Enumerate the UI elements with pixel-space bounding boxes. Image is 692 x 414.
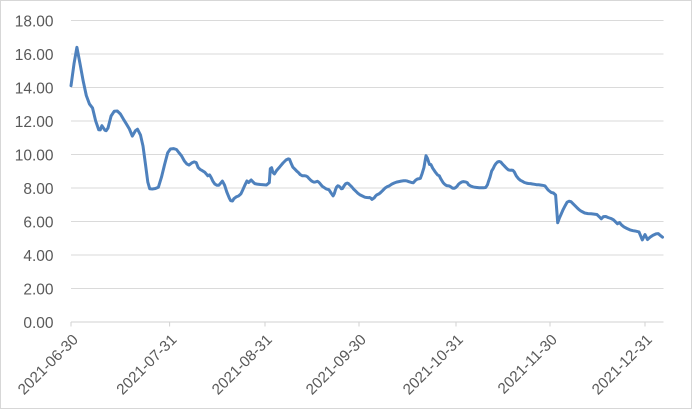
svg-text:10.00: 10.00 <box>15 148 54 165</box>
svg-text:0.00: 0.00 <box>23 315 54 332</box>
svg-text:12.00: 12.00 <box>15 114 54 131</box>
svg-text:8.00: 8.00 <box>23 181 54 198</box>
svg-text:16.00: 16.00 <box>15 47 54 64</box>
svg-text:14.00: 14.00 <box>15 81 54 98</box>
svg-text:4.00: 4.00 <box>23 248 54 265</box>
svg-text:2.00: 2.00 <box>23 282 54 299</box>
svg-text:6.00: 6.00 <box>23 215 54 232</box>
svg-text:18.00: 18.00 <box>15 14 54 31</box>
